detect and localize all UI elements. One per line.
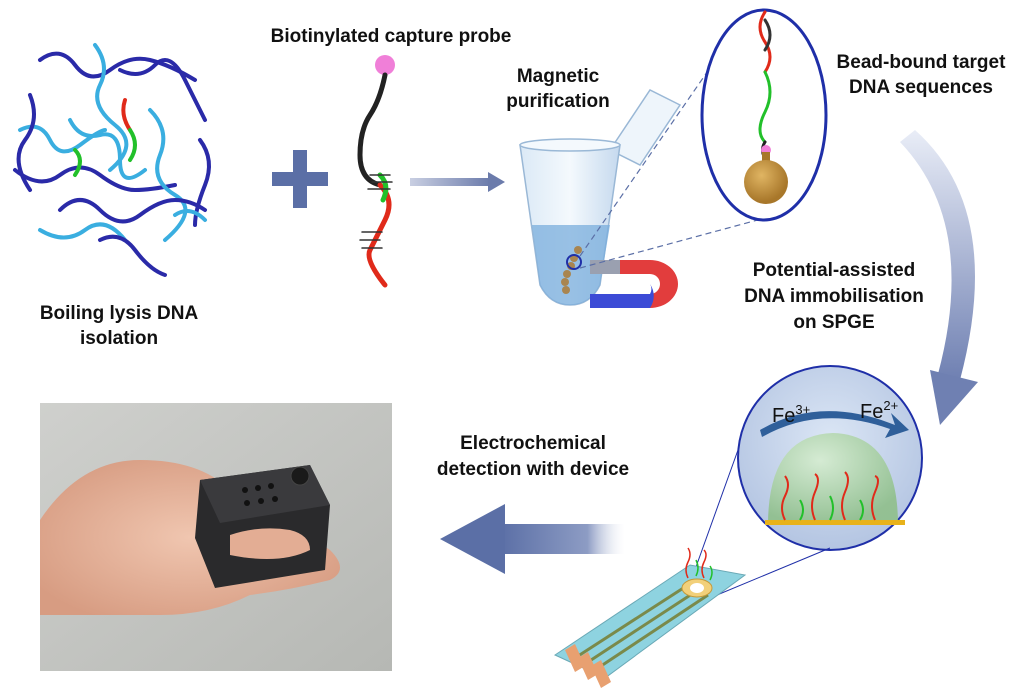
tube-lid bbox=[608, 89, 682, 166]
genomic-dna-tangle bbox=[13, 43, 211, 277]
magnet-icon bbox=[590, 260, 678, 308]
step4-label-line1: Potential-assisted bbox=[753, 260, 916, 281]
device-photo bbox=[40, 403, 392, 671]
arrow-to-device bbox=[440, 504, 625, 574]
step5-label-line2: detection with device bbox=[437, 459, 629, 480]
biotin-icon bbox=[375, 55, 395, 75]
curved-arrow bbox=[900, 130, 978, 425]
bead-bound-dna-zoom bbox=[700, 8, 828, 222]
spge-electrode-strip bbox=[553, 547, 747, 688]
step1-label-line2: isolation bbox=[80, 328, 158, 349]
step2-label-line1: Magnetic bbox=[517, 66, 600, 87]
step3-label-line2: DNA sequences bbox=[849, 77, 993, 98]
probe-label: Biotinylated capture probe bbox=[271, 26, 512, 47]
step4-label-line2: DNA immobilisation bbox=[744, 286, 924, 307]
electrode-zoom-circle bbox=[737, 365, 923, 551]
electrode-zoom-lines bbox=[691, 449, 831, 601]
step5-label-line1: Electrochemical bbox=[460, 433, 606, 454]
ion-fe3: Fe3+ bbox=[772, 402, 810, 427]
knob-icon bbox=[290, 466, 310, 486]
plus-icon bbox=[272, 150, 328, 208]
step3-label-line1: Bead-bound target bbox=[837, 52, 1007, 73]
redox-arrow bbox=[760, 411, 909, 438]
zoom-lines bbox=[579, 64, 766, 269]
arrow-to-tube bbox=[410, 172, 505, 192]
step2-label-line2: purification bbox=[506, 91, 609, 112]
ion-fe2: Fe2+ bbox=[860, 398, 898, 423]
step1-label-line1: Boiling lysis DNA bbox=[40, 303, 199, 324]
step4-label-line3: on SPGE bbox=[793, 312, 874, 333]
capture-probe bbox=[357, 55, 395, 288]
